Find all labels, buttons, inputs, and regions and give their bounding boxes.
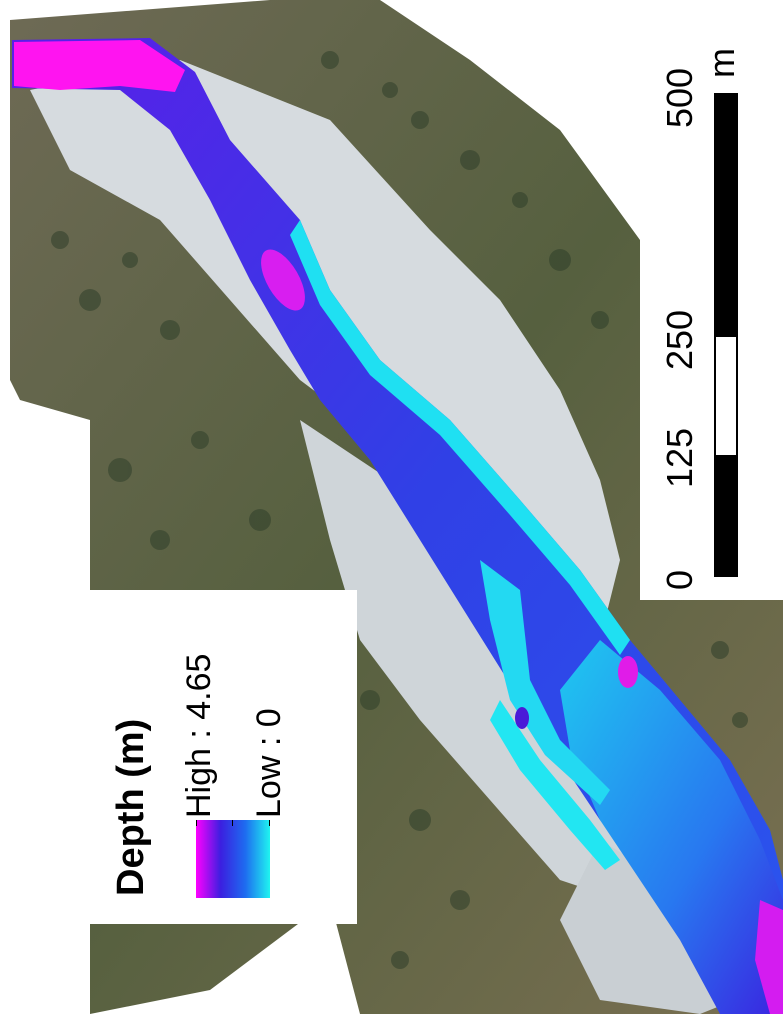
legend-title: Depth (m) xyxy=(110,718,152,896)
deep-pool-north xyxy=(14,40,185,92)
scale-tick-500: 500 xyxy=(659,67,700,128)
scale-bar-segment-250-500 xyxy=(714,93,738,337)
side-channel xyxy=(480,560,610,805)
legend-tick-high xyxy=(196,820,197,826)
deep-pool-bend xyxy=(261,249,305,311)
scale-tick-0: 0 xyxy=(659,569,700,590)
legend-low-label: Low : 0 xyxy=(250,708,288,818)
legend-color-ramp xyxy=(196,820,270,898)
legend-tick-low xyxy=(269,820,270,826)
scale-tick-125: 125 xyxy=(659,427,700,488)
deep-pool-south-edge xyxy=(755,900,783,1014)
scale-unit: m xyxy=(701,48,742,78)
river-shallow-edge-east xyxy=(290,220,630,655)
scale-bar-segment-125-250 xyxy=(714,335,738,457)
legend-tick-mid xyxy=(232,820,233,826)
deep-pool-side xyxy=(515,707,529,729)
scale-bar-segment-0-125 xyxy=(714,455,738,577)
scale-tick-250: 250 xyxy=(659,309,700,370)
scale-bar-panel xyxy=(640,0,783,596)
deep-pool-confluence xyxy=(618,656,638,688)
legend-high-label: High : 4.65 xyxy=(180,653,218,818)
river-south-reach xyxy=(560,640,783,1014)
tree-cover xyxy=(51,51,748,969)
side-channel-west xyxy=(490,700,620,870)
